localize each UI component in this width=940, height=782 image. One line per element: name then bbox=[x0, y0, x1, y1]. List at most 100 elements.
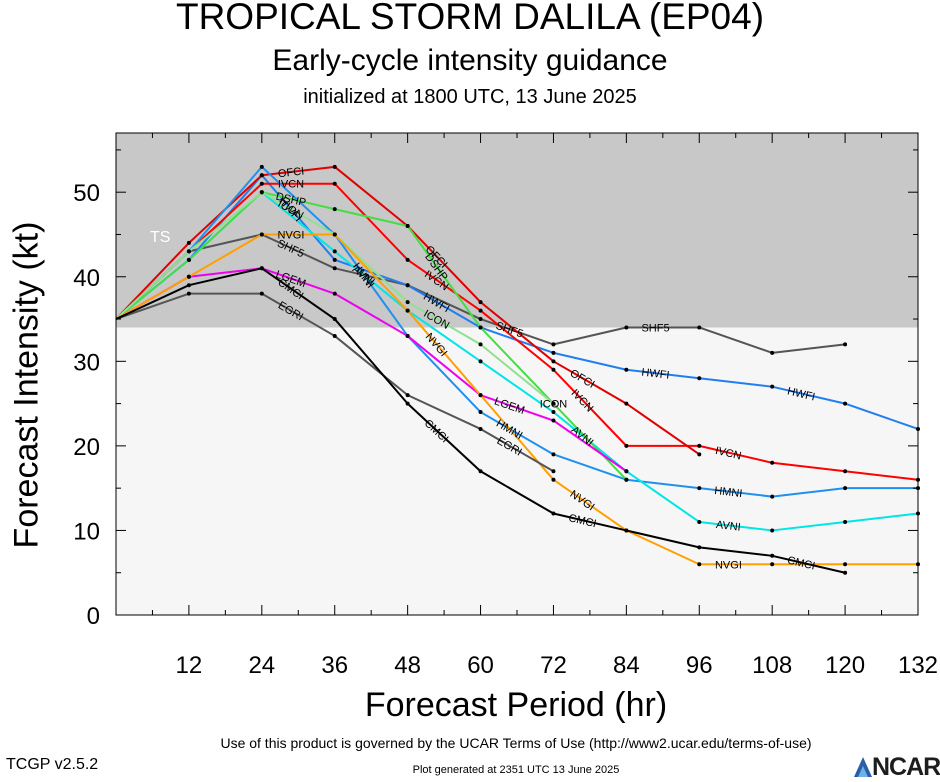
series-label-icon: ICON bbox=[540, 399, 568, 411]
point-ofci bbox=[186, 240, 191, 245]
x-tick-label: 60 bbox=[467, 652, 494, 679]
point-icon bbox=[186, 249, 191, 254]
series-label-shf5: SHF5 bbox=[641, 322, 669, 334]
series-label-nvgi: NVGI bbox=[278, 229, 305, 241]
x-tick-label: 12 bbox=[176, 652, 203, 679]
point-avni bbox=[478, 359, 483, 364]
point-dshp bbox=[405, 224, 410, 229]
ncar-logo: NCAR bbox=[852, 752, 940, 781]
series-label-ivcn: IVCN bbox=[278, 179, 304, 191]
series-line-dshp bbox=[115, 191, 628, 481]
x-tick-label: 36 bbox=[321, 652, 348, 679]
point-hwfi bbox=[551, 350, 556, 355]
series-label-text: HMNI bbox=[714, 485, 743, 500]
point-hwfi bbox=[770, 384, 775, 389]
axis-layer: 0 10 20 30 40 50 12 24 36 48 60 72 84 96 108 120 132 bbox=[73, 133, 938, 679]
point-cmci bbox=[405, 401, 410, 406]
point-avni bbox=[332, 249, 337, 254]
point-avni bbox=[697, 519, 702, 524]
point-ivcn bbox=[843, 469, 848, 474]
series-label-nvgi: NVGI bbox=[715, 559, 742, 571]
ts-band bbox=[116, 133, 918, 328]
point-egri bbox=[478, 426, 483, 431]
x-tick-label: 108 bbox=[752, 652, 792, 679]
point-hmni bbox=[770, 494, 775, 499]
point-avni bbox=[843, 519, 848, 524]
point-ofci bbox=[478, 300, 483, 305]
version-label: TCGP v2.5.2 bbox=[6, 756, 99, 773]
y-tick-label: 40 bbox=[73, 265, 100, 292]
series-label-text: HWFI bbox=[641, 367, 670, 382]
point-hmni bbox=[551, 452, 556, 457]
point-shf5 bbox=[624, 325, 629, 330]
point-dshp bbox=[478, 325, 483, 330]
x-tick-label: 132 bbox=[898, 652, 938, 679]
y-tick-label: 20 bbox=[73, 434, 100, 461]
point-nvgi bbox=[332, 232, 337, 237]
x-tick-label: 120 bbox=[825, 652, 865, 679]
point-ofci bbox=[259, 173, 264, 178]
x-tick-label: 84 bbox=[613, 652, 640, 679]
generated-time: Plot generated at 2351 UTC 13 June 2025 bbox=[412, 764, 620, 776]
point-nvgi bbox=[186, 274, 191, 279]
point-hwfi bbox=[405, 283, 410, 288]
series-label-text: NVGI bbox=[278, 229, 305, 241]
y-tick-label: 30 bbox=[73, 349, 100, 376]
series-label-text: IVCN bbox=[714, 445, 742, 463]
series-label-text: ICON bbox=[540, 399, 568, 411]
x-tick-label: 72 bbox=[540, 652, 567, 679]
point-lgem bbox=[551, 418, 556, 423]
point-dshp bbox=[186, 257, 191, 262]
point-hwfi bbox=[843, 401, 848, 406]
chart-title: TROPICAL STORM DALILA (EP04) bbox=[175, 0, 765, 37]
point-shf5 bbox=[478, 317, 483, 322]
point-icon bbox=[551, 401, 556, 406]
point-cmci bbox=[186, 283, 191, 288]
point-shf5 bbox=[770, 350, 775, 355]
series-line-lgem bbox=[115, 267, 627, 473]
y-axis-label: Forecast Intensity (kt) bbox=[7, 221, 46, 549]
series-label-text: OFCI bbox=[277, 165, 304, 180]
point-ivcn bbox=[551, 367, 556, 372]
series-label-ofci: OFCI bbox=[277, 165, 304, 180]
point-icon bbox=[478, 342, 483, 347]
terms-of-use: Use of this product is governed by the U… bbox=[220, 735, 812, 751]
init-time: initialized at 1800 UTC, 13 June 2025 bbox=[303, 86, 637, 108]
point-icon bbox=[259, 190, 264, 195]
y-tick-label: 50 bbox=[73, 180, 100, 207]
point-nvgi bbox=[843, 562, 848, 567]
chart-subtitle: Early-cycle intensity guidance bbox=[272, 44, 668, 77]
point-ofci bbox=[697, 452, 702, 457]
y-tick-label: 10 bbox=[73, 518, 100, 545]
point-hwfi bbox=[624, 367, 629, 372]
point-ivcn bbox=[624, 443, 629, 448]
point-egri bbox=[405, 393, 410, 398]
point-ivcn bbox=[332, 181, 337, 186]
series-label-text: NVGI bbox=[715, 559, 742, 571]
series-line-hmni bbox=[115, 165, 918, 498]
point-ivcn bbox=[697, 443, 702, 448]
series-line-nvgi bbox=[115, 233, 918, 566]
series-layer bbox=[115, 164, 920, 575]
point-ivcn bbox=[770, 460, 775, 465]
point-hmni bbox=[843, 486, 848, 491]
plot-frame bbox=[115, 132, 919, 616]
series-label-text: IVCN bbox=[278, 179, 304, 191]
point-cmci bbox=[551, 511, 556, 516]
point-nvgi bbox=[551, 477, 556, 482]
x-axis-label: Forecast Period (hr) bbox=[364, 686, 668, 724]
point-ofci bbox=[624, 401, 629, 406]
point-cmci bbox=[478, 469, 483, 474]
series-label-hmni: HMNI bbox=[714, 485, 743, 500]
point-hmni bbox=[697, 486, 702, 491]
point-shf5 bbox=[551, 342, 556, 347]
point-nvgi bbox=[697, 562, 702, 567]
point-icon bbox=[405, 300, 410, 305]
point-shf5 bbox=[843, 342, 848, 347]
series-line-ivcn bbox=[115, 182, 919, 481]
series-label-ivcn: IVCN bbox=[714, 445, 742, 463]
point-dshp bbox=[624, 477, 629, 482]
point-lgem bbox=[624, 469, 629, 474]
x-tick-label: 24 bbox=[248, 652, 275, 679]
